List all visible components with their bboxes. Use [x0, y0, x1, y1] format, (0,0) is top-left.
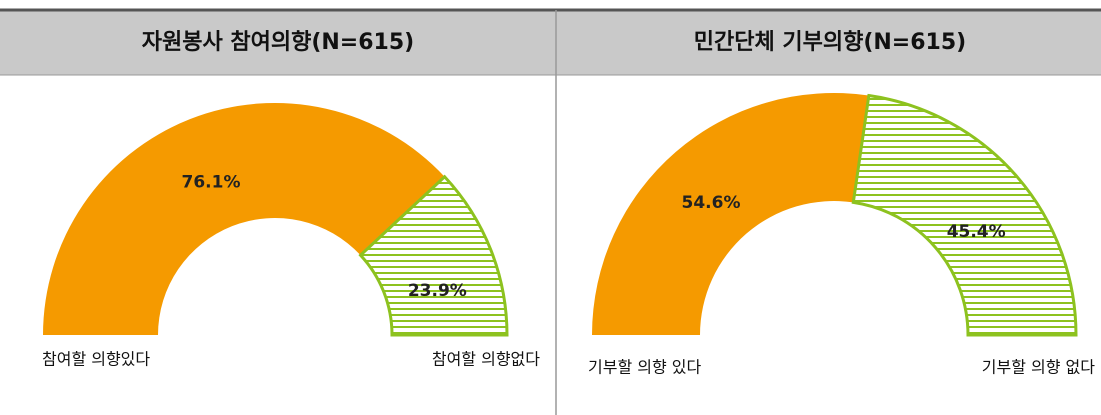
value-label: 23.9% — [408, 281, 467, 301]
donut-segment — [43, 102, 445, 335]
category-label: 기부할 의향 있다 — [588, 358, 701, 377]
donut-segment — [592, 93, 869, 335]
header-bg — [0, 10, 1101, 75]
donut-segment — [851, 93, 1078, 337]
category-label: 기부할 의향 없다 — [982, 358, 1095, 377]
value-label: 45.4% — [947, 222, 1006, 242]
category-label: 참여할 의향없다 — [432, 350, 540, 369]
donut-segment — [358, 174, 509, 337]
chart-title: 자원봉사 참여의향(N=615) — [142, 30, 414, 55]
value-label: 54.6% — [682, 193, 741, 213]
category-label: 참여할 의향있다 — [42, 350, 150, 369]
chart-title: 민간단체 기부의향(N=615) — [694, 30, 966, 55]
value-label: 76.1% — [182, 173, 241, 193]
